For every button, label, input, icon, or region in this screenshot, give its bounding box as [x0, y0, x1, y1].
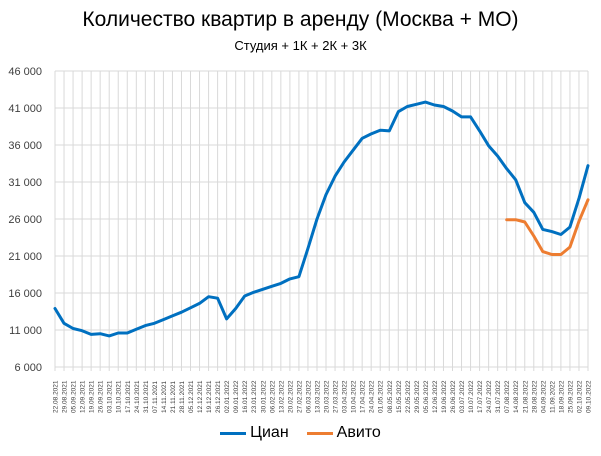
x-tick-label: 22.05.2022 [405, 380, 412, 413]
x-tick-label: 17.07.2022 [477, 380, 484, 413]
x-tick-label: 04.09.2022 [540, 380, 547, 413]
x-tick-label: 25.09.2022 [567, 380, 574, 413]
x-tick-label: 01.05.2022 [378, 380, 385, 413]
series-line-avito [505, 198, 590, 256]
chart-title: Количество квартир в аренду (Москва + МО… [82, 8, 519, 31]
y-tick-label: 6 000 [14, 362, 42, 374]
y-tick-label: 16 000 [8, 288, 42, 300]
x-tick-label: 24.10.2021 [134, 380, 141, 413]
x-tick-label: 03.07.2022 [459, 380, 466, 413]
x-tick-label: 26.12.2021 [215, 380, 222, 413]
x-tick-label: 26.09.2021 [98, 380, 105, 413]
chart-legend: Циан Авито [0, 424, 601, 442]
x-tick-label: 05.12.2021 [188, 380, 195, 413]
x-tick-label: 17.04.2022 [360, 380, 367, 413]
x-tick-label: 03.04.2022 [342, 380, 349, 413]
x-tick-label: 29.05.2022 [414, 380, 421, 413]
x-tick-label: 18.09.2022 [558, 380, 565, 413]
x-tick-label: 08.05.2022 [387, 380, 394, 413]
x-tick-label: 15.05.2022 [396, 380, 403, 413]
x-tick-label: 10.04.2022 [351, 380, 358, 413]
x-tick-label: 19.12.2021 [206, 380, 213, 413]
x-tick-label: 29.08.2021 [62, 380, 69, 413]
legend-swatch-avito [306, 431, 333, 435]
x-tick-label: 31.07.2022 [495, 380, 502, 413]
x-tick-label: 19.06.2022 [441, 380, 448, 413]
x-tick-label: 09.10.2022 [586, 380, 593, 413]
x-tick-label: 13.02.2022 [278, 380, 285, 413]
legend-label-cian: Циан [250, 424, 289, 441]
x-tick-label: 10.07.2022 [468, 380, 475, 413]
x-tick-label: 27.03.2022 [333, 380, 340, 413]
legend-label-avito: Авито [336, 424, 381, 441]
x-tick-label: 28.08.2022 [531, 380, 538, 413]
x-tick-label: 12.12.2021 [197, 380, 204, 413]
chart-subtitle: Студия + 1К + 2К + 3К [234, 38, 367, 53]
x-tick-label: 02.01.2022 [224, 380, 231, 413]
x-tick-label: 28.11.2021 [179, 381, 186, 413]
x-tick-label: 11.09.2022 [549, 381, 556, 413]
x-tick-label: 20.02.2022 [287, 380, 294, 413]
x-tick-label: 07.11.2021 [152, 381, 159, 413]
y-tick-label: 36 000 [8, 140, 42, 152]
x-tick-label: 21.11.2021 [170, 381, 177, 413]
x-tick-label: 05.09.2021 [71, 380, 78, 413]
series-line-cian [53, 100, 590, 338]
y-tick-label: 41 000 [8, 103, 42, 115]
x-tick-label: 17.10.2021 [125, 380, 132, 413]
x-tick-label: 06.03.2022 [305, 380, 312, 413]
x-tick-label: 31.10.2021 [143, 380, 150, 413]
legend-item-cian: Циан [220, 424, 289, 442]
x-tick-label: 14.08.2022 [513, 380, 520, 413]
x-tick-label: 19.09.2021 [89, 380, 96, 413]
y-tick-label: 46 000 [8, 66, 42, 78]
x-tick-label: 14.11.2021 [161, 381, 168, 413]
y-tick-label: 31 000 [8, 177, 42, 189]
x-tick-label: 23.01.2022 [251, 380, 258, 413]
x-tick-label: 12.06.2022 [432, 380, 439, 413]
x-tick-label: 27.02.2022 [296, 380, 303, 413]
y-tick-label: 26 000 [8, 214, 42, 226]
x-tick-label: 26.06.2022 [450, 380, 457, 413]
x-tick-label: 30.01.2022 [260, 380, 267, 413]
x-tick-label: 24.04.2022 [369, 380, 376, 413]
x-tick-label: 10.10.2021 [116, 380, 123, 413]
x-tick-label: 05.06.2022 [423, 380, 430, 413]
legend-item-avito: Авито [306, 424, 381, 442]
x-tick-label: 12.09.2021 [80, 380, 87, 413]
x-tick-label: 21.08.2022 [522, 380, 529, 413]
x-tick-label: 03.10.2021 [107, 380, 114, 413]
legend-swatch-cian [220, 431, 247, 435]
x-tick-label: 20.03.2022 [324, 380, 331, 413]
x-tick-label: 22.08.2021 [53, 380, 60, 413]
x-tick-label: 02.10.2022 [576, 380, 583, 413]
y-tick-label: 11 000 [9, 325, 42, 337]
x-tick-label: 16.01.2022 [242, 380, 249, 413]
x-tick-label: 06.02.2022 [269, 380, 276, 413]
x-tick-label: 24.07.2022 [486, 380, 493, 413]
y-tick-label: 21 000 [8, 251, 42, 263]
x-tick-label: 07.08.2022 [504, 380, 511, 413]
x-tick-label: 13.03.2022 [314, 380, 321, 413]
x-tick-label: 09.01.2022 [233, 380, 240, 413]
